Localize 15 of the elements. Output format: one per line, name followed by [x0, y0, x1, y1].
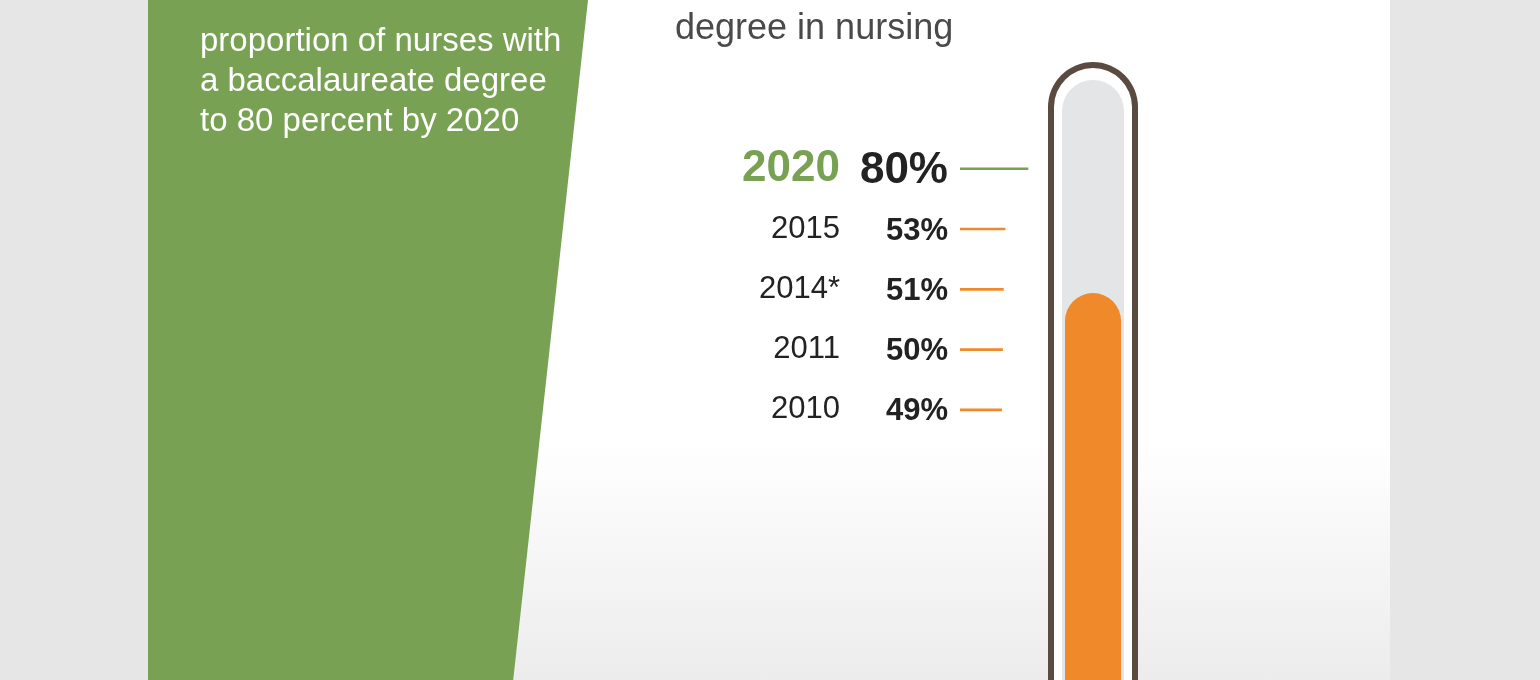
data-label: 49% — [885, 392, 948, 428]
text: proportion of nurses with a baccalaureate degree to 80 percent by 2020 — [200, 20, 563, 140]
chart-title: degree in nursing — [675, 6, 954, 48]
data-label: 51% — [885, 271, 948, 307]
data-label: 80% — [859, 142, 948, 192]
bar — [960, 167, 1029, 171]
data-label: 53% — [885, 211, 948, 247]
bar — [960, 348, 1003, 351]
bar — [960, 287, 1004, 291]
y-tick-label: 2011 — [773, 330, 840, 366]
data-label: 50% — [885, 332, 948, 368]
y-tick-label: 2020 — [742, 140, 840, 190]
y-tick-label: 2010 — [771, 390, 840, 426]
y-tick-label: 2015 — [771, 209, 840, 245]
y-tick-label: 2014* — [758, 269, 840, 305]
